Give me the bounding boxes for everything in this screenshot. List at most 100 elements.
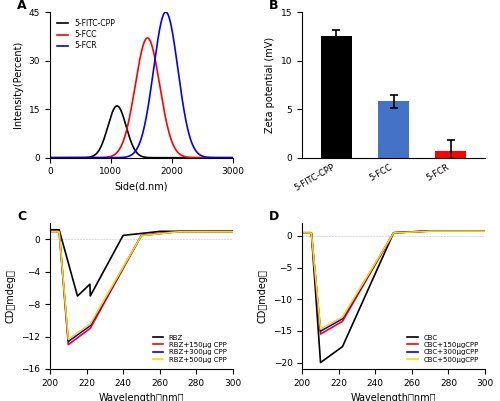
CBC+500μgCPP [386,237,392,242]
RBZ+150μg CPP [226,229,232,234]
RBZ+500μg CPP [146,232,152,237]
RBZ+150μg CPP [197,229,203,234]
5-FITC-CPP [224,155,230,160]
Line: RBZ+300μg CPP: RBZ+300μg CPP [50,232,233,342]
RBZ+500μg CPP [134,241,140,245]
5-FITC-CPP [224,155,230,160]
5-FCC [136,62,142,67]
CBC [450,229,456,233]
5-FCR [230,155,236,160]
RBZ+500μg CPP [230,229,236,234]
5-FITC-CPP [191,155,197,160]
Legend: RBZ, RBZ+150μg CPP, RBZ+300μg CPP, RBZ+500μg CPP: RBZ, RBZ+150μg CPP, RBZ+300μg CPP, RBZ+5… [150,332,230,365]
Line: CBC+500μgCPP: CBC+500μgCPP [302,231,485,329]
RBZ+300μg CPP [47,229,53,234]
CBC [398,230,404,235]
RBZ+500μg CPP [66,337,71,342]
CBC+300μgCPP [428,229,434,233]
RBZ [134,231,140,236]
5-FCC [224,155,230,160]
5-FCR [191,146,197,150]
RBZ+300μg CPP [134,241,140,245]
5-FITC-CPP [56,155,62,160]
CBC+500μgCPP [388,236,394,241]
Line: CBC+300μgCPP: CBC+300μgCPP [302,231,485,331]
5-FCC [144,36,150,41]
CBC+300μgCPP [478,229,484,233]
CBC [428,229,434,233]
CBC+500μgCPP [398,230,404,235]
RBZ [47,227,53,232]
Text: A: A [17,0,26,12]
CBC+300μgCPP [299,231,305,235]
Legend: 5-FITC-CPP, 5-FCC, 5-FCR: 5-FITC-CPP, 5-FCC, 5-FCR [54,16,118,54]
RBZ+300μg CPP [136,239,141,243]
5-FCC [230,155,236,160]
CBC [318,360,324,365]
5-FCC [131,90,137,95]
RBZ+300μg CPP [230,229,236,234]
CBC+500μgCPP [478,229,484,233]
5-FCC [224,155,230,160]
5-FCR [47,155,53,160]
RBZ+300μg CPP [146,232,152,237]
5-FITC-CPP [230,155,236,160]
RBZ+150μg CPP [156,231,162,236]
CBC+150μgCPP [386,238,392,243]
5-FCC [56,155,62,160]
CBC+300μgCPP [398,230,404,235]
CBC+500μgCPP [450,229,456,233]
Bar [378,101,410,158]
Line: 5-FITC-CPP: 5-FITC-CPP [50,106,233,158]
Bar [321,36,352,158]
RBZ+150μg CPP [134,241,140,245]
5-FCR [224,155,230,160]
Text: D: D [270,211,280,223]
5-FCR [131,150,137,155]
Line: RBZ+500μg CPP: RBZ+500μg CPP [50,232,233,339]
Text: B: B [270,0,279,12]
CBC+150μgCPP [450,229,456,233]
RBZ [156,229,162,234]
Line: CBC+150μgCPP: CBC+150μgCPP [302,231,485,334]
RBZ+300μg CPP [156,231,162,236]
RBZ [230,229,236,234]
RBZ [136,231,141,236]
Y-axis label: Intensity(Percent): Intensity(Percent) [13,41,23,128]
X-axis label: Side(d.nm): Side(d.nm) [114,182,168,192]
CBC+500μgCPP [428,229,434,233]
5-FITC-CPP [47,155,53,160]
CBC [482,229,488,233]
Line: CBC: CBC [302,231,485,363]
5-FCC [191,155,197,160]
Y-axis label: Zeta potential (mV): Zeta potential (mV) [266,37,276,133]
Text: C: C [17,211,26,223]
RBZ+150μg CPP [66,342,71,347]
CBC+150μgCPP [299,230,305,235]
CBC [408,229,414,234]
CBC+300μgCPP [450,229,456,233]
5-FCR [136,142,142,147]
CBC+150μgCPP [428,229,434,233]
CBC+300μgCPP [408,229,414,234]
5-FCC [47,155,53,160]
X-axis label: Wavelength（nm）: Wavelength（nm） [351,393,436,401]
5-FCR [56,155,62,160]
X-axis label: Wavelength（nm）: Wavelength（nm） [98,393,184,401]
CBC+150μgCPP [482,229,488,233]
RBZ+500μg CPP [47,229,53,234]
5-FCR [163,10,169,14]
Y-axis label: CD（mdeg）: CD（mdeg） [6,269,16,323]
CBC+150μgCPP [478,229,484,233]
CBC [299,230,305,235]
CBC+150μgCPP [398,230,404,235]
CBC+500μgCPP [408,230,414,235]
CBC+300μgCPP [318,329,324,334]
RBZ+300μg CPP [66,339,71,344]
Line: 5-FCR: 5-FCR [50,12,233,158]
CBC+500μgCPP [318,327,324,332]
CBC+300μgCPP [482,229,488,233]
CBC+150μgCPP [318,332,324,336]
5-FITC-CPP [131,146,137,151]
RBZ+300μg CPP [226,229,232,234]
